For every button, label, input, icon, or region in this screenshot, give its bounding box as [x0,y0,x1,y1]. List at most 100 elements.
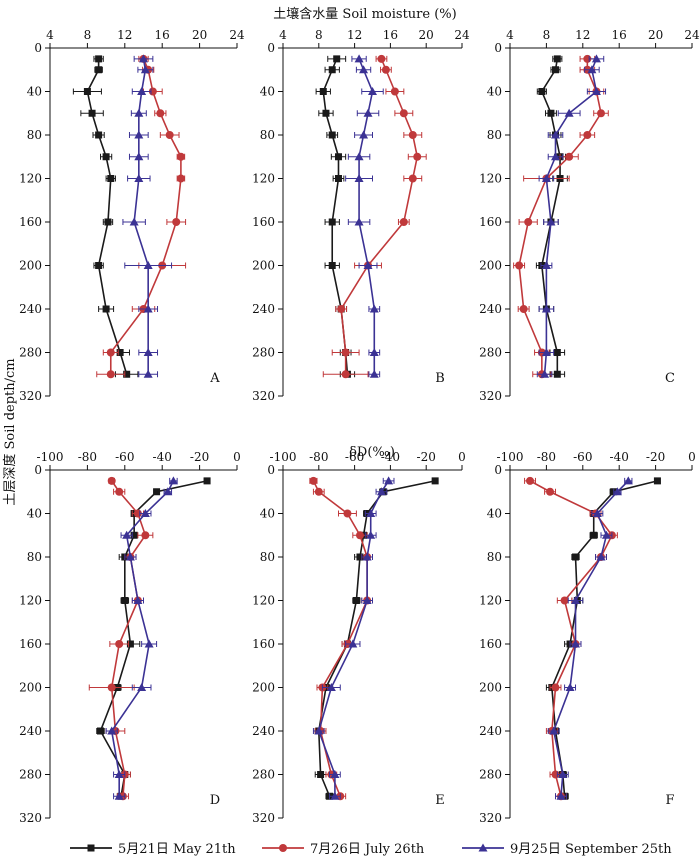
x-tick-label: 4 [506,28,514,42]
data-point [143,304,153,313]
panel-d: -100 -80 -60 -40 -20 0 0 40 80 120 160 200 240 280 320… [19,450,241,825]
x-tick-label: 0 [458,450,466,464]
data-point [362,552,372,561]
data-point [524,218,533,226]
legend-marker [279,844,287,852]
data-point [330,770,340,778]
panel-label: E [435,793,445,808]
x-tick-label: 16 [155,28,170,42]
series-line [133,58,149,375]
series-2 [88,476,154,801]
y-tick-label: 80 [487,128,502,142]
data-point [96,727,104,735]
data-point [362,596,372,604]
data-point [106,370,115,379]
series-1 [545,477,661,800]
data-point [354,217,364,226]
x-tick-label: 20 [192,28,207,42]
y-tick-label: 200 [252,259,275,273]
data-point [571,639,581,648]
data-point [337,305,346,313]
y-tick-label: 160 [19,637,42,651]
y-tick-label: 240 [19,724,42,738]
panel-label: F [665,793,674,808]
data-point [601,530,611,539]
data-point [541,174,551,182]
data-point [408,131,417,139]
x-tick-label: -80 [78,450,97,464]
x-tick-label: -20 [417,450,436,464]
series-3 [345,54,384,378]
series-line [109,58,182,375]
y-tick-label: 40 [260,507,275,521]
data-point [546,217,556,226]
legend-label: 9月25日 September 25th [510,842,672,857]
top-axis-title: 土壤含水量 Soil moisture (%) [273,6,456,22]
data-point [591,54,601,63]
data-point [107,175,115,182]
data-point [399,109,408,118]
series-line [86,58,128,375]
data-point [176,152,185,161]
data-point [139,54,148,63]
y-tick-label: 160 [479,215,502,229]
data-point [341,370,350,379]
data-point [348,639,358,648]
series-line [543,58,598,375]
data-point [168,476,178,485]
data-point [106,348,115,357]
data-point [165,131,174,139]
x-tick-label: -60 [115,450,134,464]
data-point [134,174,144,182]
y-tick-label: 200 [479,681,502,695]
data-point [115,487,124,496]
x-tick-label: -40 [381,450,400,464]
x-tick-label: -100 [270,450,297,464]
series-2 [513,54,609,379]
x-tick-label: 24 [454,28,470,42]
data-point [571,596,581,604]
y-tick-label: 160 [479,637,502,651]
data-point [328,262,336,269]
x-tick-label: -100 [37,450,64,464]
legend: 5月21日 May 21th 7月26日 July 26th 9月25日 Septe… [70,842,672,857]
y-tick-label: 240 [479,724,502,738]
data-point [596,552,606,561]
series-line [540,58,561,375]
y-tick-label: 120 [19,172,42,186]
data-point [95,262,103,269]
data-point [156,109,165,118]
data-point [153,488,161,496]
data-point [356,553,364,561]
data-point [390,87,399,96]
series-line [340,58,419,375]
y-tick-label: 40 [487,85,502,99]
data-point [368,87,377,95]
data-point [328,66,336,74]
x-tick-label: 0 [688,450,696,464]
legend-item-1: 5月21日 May 21th [70,842,236,857]
x-tick-label: 24 [684,28,700,42]
data-point [116,349,124,356]
data-point [413,152,422,161]
legend-item-3: 9月25日 September 25th [462,842,672,857]
x-tick-label: 12 [117,28,132,42]
y-tick-label: 200 [479,259,502,273]
data-point [143,261,153,269]
panel-label: D [210,793,220,808]
x-tick-label: 8 [543,28,551,42]
data-point [541,304,551,313]
data-point [125,552,135,561]
x-tick-label: -60 [345,450,364,464]
data-point [334,175,342,182]
panel-f: -100 -80 -60 -40 -20 0 0 40 80 120 160 200 240 280 320… [479,450,696,825]
x-tick-label: -60 [573,450,592,464]
y-tick-label: 320 [19,811,42,825]
x-tick-label: 16 [383,28,398,42]
data-point [558,770,568,778]
y-tick-label: 80 [487,550,502,564]
data-point [326,683,336,691]
data-point [612,487,622,496]
data-point [129,217,139,226]
